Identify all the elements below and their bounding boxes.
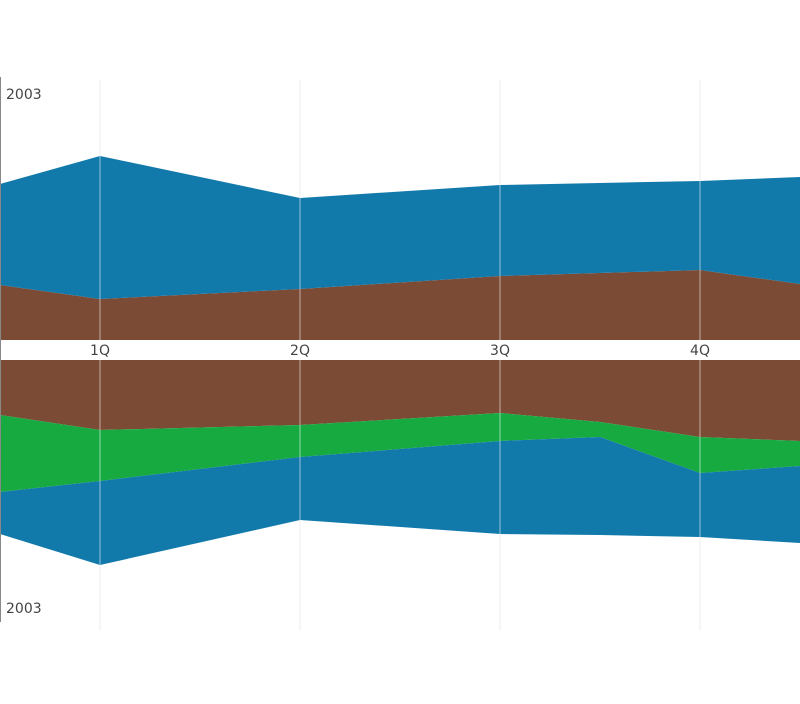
series-layer (0, 156, 800, 565)
x-tick-label-4Q: 4Q (690, 343, 710, 359)
x-tick-label-3Q: 3Q (490, 343, 510, 359)
area-lower-series-2 (0, 413, 800, 492)
area-lower-series-3 (0, 437, 800, 565)
corner-label-upper: 2003 (6, 87, 42, 103)
area-upper-series-2 (0, 156, 800, 299)
area-upper-series-1 (0, 270, 800, 340)
label-layer: 2003 2003 1Q 2Q 3Q 4Q (6, 87, 710, 617)
x-tick-label-1Q: 1Q (90, 343, 110, 359)
corner-label-lower: 2003 (6, 601, 42, 617)
x-tick-label-2Q: 2Q (290, 343, 310, 359)
gridline-overlay (99, 156, 701, 565)
grid-layer (99, 80, 701, 630)
area-lower-series-1 (0, 360, 800, 441)
